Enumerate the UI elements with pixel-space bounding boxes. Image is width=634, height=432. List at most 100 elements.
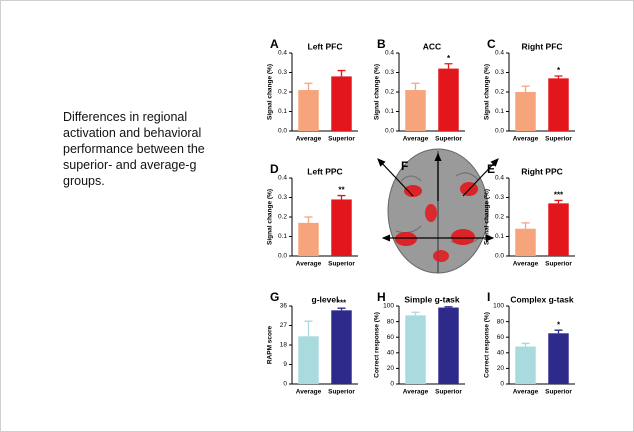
bar <box>438 69 458 131</box>
error-bar <box>412 312 420 315</box>
y-axis-label: Correct response (%) <box>374 312 381 378</box>
y-tick-label: 0.3 <box>385 69 394 76</box>
y-tick-label: 0.0 <box>495 253 504 260</box>
y-tick-label: 18 <box>280 342 288 349</box>
y-tick-label: 0.1 <box>385 108 394 115</box>
y-tick-label: 0.2 <box>385 89 394 96</box>
panel-letter: G <box>270 290 279 304</box>
x-tick-label: Superior <box>328 389 355 396</box>
x-tick-label: Average <box>403 136 429 143</box>
y-tick-label: 27 <box>280 322 288 329</box>
y-axis-label: Correct response (%) <box>484 312 491 378</box>
bar <box>405 315 425 384</box>
significance: * <box>557 66 561 75</box>
bar <box>298 223 318 256</box>
chart-title: Right PFC <box>521 41 562 51</box>
y-tick-label: 60 <box>497 334 505 341</box>
error-bar <box>555 200 563 203</box>
y-tick-label: 0.2 <box>278 214 287 221</box>
chart-title: Simple g-task <box>404 294 460 304</box>
y-tick-label: 0.0 <box>278 128 287 135</box>
y-tick-label: 100 <box>383 303 394 310</box>
y-tick-label: 0.4 <box>278 50 287 57</box>
y-axis-label: Signal change (%) <box>374 64 381 120</box>
error-bar <box>555 330 563 333</box>
y-tick-label: 60 <box>387 334 395 341</box>
bar <box>438 308 458 384</box>
x-tick-label: Average <box>296 389 322 396</box>
y-tick-label: 0.4 <box>278 175 287 182</box>
error-bar <box>445 64 453 69</box>
error-bar <box>522 86 530 92</box>
bar <box>548 333 568 384</box>
y-tick-label: 0.4 <box>385 50 394 57</box>
bar <box>515 92 535 131</box>
chart-title: Left PFC <box>308 41 343 51</box>
bar <box>331 310 351 384</box>
x-tick-label: Superior <box>435 136 462 143</box>
error-bar <box>522 343 530 346</box>
significance: * <box>557 320 561 329</box>
x-tick-label: Superior <box>435 389 462 396</box>
panel-letter: F <box>401 159 408 173</box>
y-tick-label: 0.4 <box>495 175 504 182</box>
error-bar <box>305 83 313 90</box>
y-tick-label: 36 <box>280 303 288 310</box>
y-axis-label: Signal change (%) <box>267 189 274 245</box>
chart-title: Complex g-task <box>510 294 574 304</box>
y-tick-label: 9 <box>283 361 287 368</box>
y-tick-label: 0.0 <box>278 253 287 260</box>
bar <box>548 78 568 131</box>
y-tick-label: 0.1 <box>495 233 504 240</box>
error-bar <box>555 76 563 78</box>
y-tick-label: 0 <box>283 381 287 388</box>
x-tick-label: Superior <box>545 389 572 396</box>
x-tick-label: Average <box>513 261 539 268</box>
bar <box>515 229 535 256</box>
bar <box>548 203 568 256</box>
y-tick-label: 0.3 <box>495 194 504 201</box>
chart-title: g-level <box>312 294 339 304</box>
error-bar <box>338 71 346 77</box>
y-axis-label: Signal change (%) <box>267 64 274 120</box>
error-bar <box>522 223 530 229</box>
x-tick-label: Superior <box>545 261 572 268</box>
significance: *** <box>337 298 347 307</box>
y-axis-label: Signal change (%) <box>484 64 491 120</box>
error-bar <box>305 217 313 223</box>
y-tick-label: 0.1 <box>278 108 287 115</box>
bar <box>515 347 535 384</box>
y-tick-label: 100 <box>493 303 504 310</box>
significance: ** <box>338 186 345 195</box>
error-bar <box>338 308 346 310</box>
significance: *** <box>554 191 564 200</box>
y-tick-label: 0.3 <box>278 194 287 201</box>
x-tick-label: Superior <box>545 136 572 143</box>
y-tick-label: 20 <box>497 365 505 372</box>
bar <box>298 336 318 384</box>
panel-letter: E <box>487 162 495 176</box>
bar <box>405 90 425 131</box>
y-tick-label: 80 <box>387 318 395 325</box>
y-tick-label: 20 <box>387 365 395 372</box>
y-axis-label: RAPM score <box>267 325 274 364</box>
y-tick-label: 0.0 <box>385 128 394 135</box>
y-tick-label: 0.2 <box>495 89 504 96</box>
y-tick-label: 80 <box>497 318 505 325</box>
bar <box>298 90 318 131</box>
bar <box>331 199 351 256</box>
error-bar <box>412 83 420 90</box>
x-tick-label: Average <box>513 136 539 143</box>
slide: Differences in regional activation and b… <box>0 0 634 432</box>
y-tick-label: 0.1 <box>278 233 287 240</box>
error-bar <box>338 196 346 200</box>
panel-letter: I <box>487 290 490 304</box>
bar <box>331 76 351 131</box>
x-tick-label: Average <box>513 389 539 396</box>
y-tick-label: 0.3 <box>495 69 504 76</box>
y-tick-label: 0.0 <box>495 128 504 135</box>
y-tick-label: 0.2 <box>495 214 504 221</box>
chart-title: Right PPC <box>521 166 563 176</box>
y-tick-label: 0 <box>500 381 504 388</box>
chart-title: Left PPC <box>307 166 342 176</box>
